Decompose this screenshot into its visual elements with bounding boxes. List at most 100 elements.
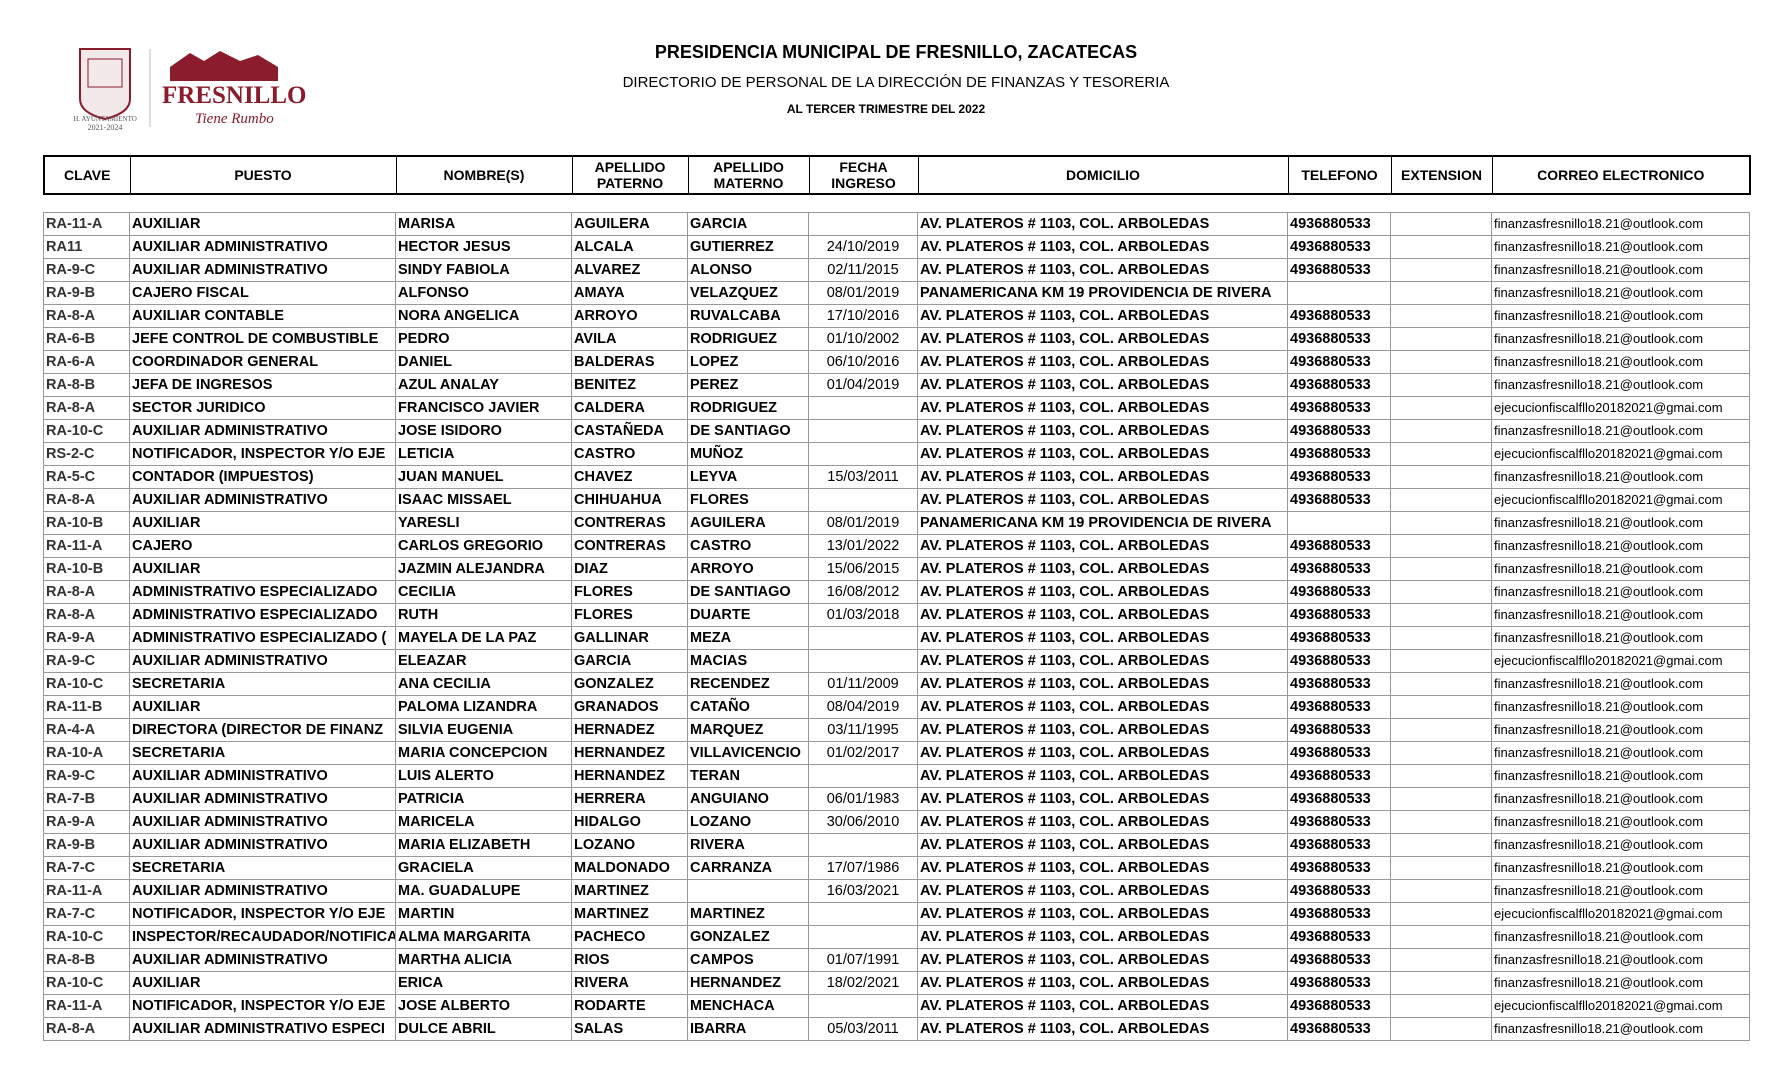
table-cell: AUXILIAR ADMINISTRATIVO — [129, 488, 396, 512]
table-cell: ARROYO — [571, 304, 688, 328]
table-cell: DE SANTIAGO — [687, 580, 809, 604]
table-cell: AV. PLATEROS # 1103, COL. ARBOLEDAS — [917, 350, 1288, 374]
table-cell: FRANCISCO JAVIER — [395, 396, 572, 420]
table-cell: finanzasfresnillo18.21@outlook.com — [1491, 465, 1750, 489]
table-cell: AV. PLATEROS # 1103, COL. ARBOLEDAS — [917, 235, 1288, 259]
table-cell: finanzasfresnillo18.21@outlook.com — [1491, 948, 1750, 972]
table-row: RA-11-A AUXILIAR MARISA AGUILERA GARCIA AV. P… — [43, 212, 1750, 236]
table-cell — [1390, 856, 1492, 880]
table-cell: COORDINADOR GENERAL — [129, 350, 396, 374]
table-cell — [1390, 235, 1492, 259]
table-cell: 4936880533 — [1287, 488, 1391, 512]
table-cell — [1390, 488, 1492, 512]
table-row: RA-11-B AUXILIAR PALOMA LIZANDRA GRANADOS CA… — [43, 695, 1750, 719]
table-cell — [808, 764, 918, 788]
table-cell: MARTINEZ — [571, 902, 688, 926]
logo: H. AYUNTAMIENTO 2021-2024 FRESNILLO Tien… — [73, 48, 306, 132]
table-cell: 17/10/2016 — [808, 304, 918, 328]
table-cell: MENCHACA — [687, 994, 809, 1018]
table-cell: RA-9-B — [43, 281, 130, 305]
title: PRESIDENCIA MUNICIPAL DE FRESNILLO, ZACA… — [654, 42, 1138, 62]
table-cell: 16/03/2021 — [808, 879, 918, 903]
table-cell: ELEAZAR — [395, 649, 572, 673]
table-cell: JUAN MANUEL — [395, 465, 572, 489]
table-cell — [1390, 626, 1492, 650]
table-cell: PATRICIA — [395, 787, 572, 811]
table-cell: HERNANDEZ — [571, 741, 688, 765]
table-cell: LEYVA — [687, 465, 809, 489]
table-cell — [808, 649, 918, 673]
table-cell — [1390, 281, 1492, 305]
table-cell: HERRERA — [571, 787, 688, 811]
table-cell: finanzasfresnillo18.21@outlook.com — [1491, 511, 1750, 535]
table-cell: RA-9-A — [43, 626, 130, 650]
table-cell: 4936880533 — [1287, 672, 1391, 696]
table-cell: AV. PLATEROS # 1103, COL. ARBOLEDAS — [917, 925, 1288, 949]
table-cell: finanzasfresnillo18.21@outlook.com — [1491, 419, 1750, 443]
table-cell: RA-11-A — [43, 879, 130, 903]
table-cell: RA-9-C — [43, 258, 130, 282]
table-cell: ejecucionfiscalfllo20182021@gmai.com — [1491, 442, 1750, 466]
table-cell: finanzasfresnillo18.21@outlook.com — [1491, 327, 1750, 351]
table-cell: MARTINEZ — [571, 879, 688, 903]
table-cell: 4936880533 — [1287, 557, 1391, 581]
table-cell: 01/02/2017 — [808, 741, 918, 765]
table-cell: PANAMERICANA KM 19 PROVIDENCIA DE RIVERA — [917, 511, 1288, 535]
table-cell: AV. PLATEROS # 1103, COL. ARBOLEDAS — [917, 948, 1288, 972]
table-cell — [1390, 442, 1492, 466]
table-cell: VILLAVICENCIO — [687, 741, 809, 765]
table-cell: CASTAÑEDA — [571, 419, 688, 443]
table-cell: GALLINAR — [571, 626, 688, 650]
logo-name: FRESNILLO — [162, 82, 306, 109]
table-cell — [1390, 1017, 1492, 1041]
table-cell: AV. PLATEROS # 1103, COL. ARBOLEDAS — [917, 373, 1288, 397]
table-cell: MEZA — [687, 626, 809, 650]
table-cell: RA-9-C — [43, 764, 130, 788]
table-cell: AUXILIAR ADMINISTRATIVO — [129, 810, 396, 834]
table-cell: INSPECTOR/RECAUDADOR/NOTIFICA — [129, 925, 396, 949]
logo-slogan: Tiene Rumbo — [195, 111, 274, 127]
table-cell: 08/01/2019 — [808, 511, 918, 535]
table-cell: 01/03/2018 — [808, 603, 918, 627]
table-cell: RA-4-A — [43, 718, 130, 742]
table-cell: RA-11-A — [43, 534, 130, 558]
table-cell: SECRETARIA — [129, 672, 396, 696]
table-cell: AUXILIAR ADMINISTRATIVO ESPECI — [129, 1017, 396, 1041]
table-cell: CASTRO — [571, 442, 688, 466]
table-cell: SECRETARIA — [129, 741, 396, 765]
table-cell: AUXILIAR — [129, 971, 396, 995]
table-cell: 02/11/2015 — [808, 258, 918, 282]
table-cell: HECTOR JESUS — [395, 235, 572, 259]
table-row: RA-8-A AUXILIAR CONTABLE NORA ANGELICA ARRO… — [43, 304, 1750, 328]
table-cell: 4936880533 — [1287, 649, 1391, 673]
table-cell: GONZALEZ — [687, 925, 809, 949]
table-cell: AUXILIAR ADMINISTRATIVO — [129, 649, 396, 673]
table-cell — [808, 925, 918, 949]
table-cell: AUXILIAR ADMINISTRATIVO — [129, 764, 396, 788]
table-cell: AV. PLATEROS # 1103, COL. ARBOLEDAS — [917, 1017, 1288, 1041]
table-cell: 4936880533 — [1287, 626, 1391, 650]
table-cell: AV. PLATEROS # 1103, COL. ARBOLEDAS — [917, 557, 1288, 581]
table-cell: 4936880533 — [1287, 465, 1391, 489]
table-cell: finanzasfresnillo18.21@outlook.com — [1491, 971, 1750, 995]
table-cell — [1390, 304, 1492, 328]
table-cell: MA. GUADALUPE — [395, 879, 572, 903]
table-cell — [808, 626, 918, 650]
table-cell: AUXILIAR ADMINISTRATIVO — [129, 833, 396, 857]
table-cell — [1390, 557, 1492, 581]
table-cell: RODRIGUEZ — [687, 396, 809, 420]
table-cell: ARROYO — [687, 557, 809, 581]
table-cell: ejecucionfiscalfllo20182021@gmai.com — [1491, 902, 1750, 926]
table-cell: AV. PLATEROS # 1103, COL. ARBOLEDAS — [917, 465, 1288, 489]
table-cell: ALFONSO — [395, 281, 572, 305]
table-cell: RIOS — [571, 948, 688, 972]
table-cell — [1390, 580, 1492, 604]
table-cell: SECRETARIA — [129, 856, 396, 880]
table-cell: AV. PLATEROS # 1103, COL. ARBOLEDAS — [917, 672, 1288, 696]
table-cell: AUXILIAR — [129, 511, 396, 535]
table-cell: AUXILIAR ADMINISTRATIVO — [129, 879, 396, 903]
table-row: RA-8-A AUXILIAR ADMINISTRATIVO ISAAC MISSA… — [43, 488, 1750, 512]
table-cell: AGUILERA — [687, 511, 809, 535]
table-cell: finanzasfresnillo18.21@outlook.com — [1491, 258, 1750, 282]
table-cell: ALMA MARGARITA — [395, 925, 572, 949]
